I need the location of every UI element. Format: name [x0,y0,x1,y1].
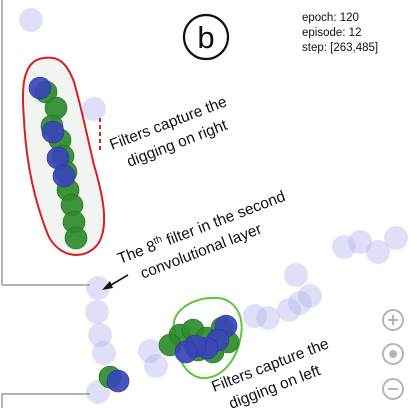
faint-points-layer [19,8,408,404]
annotation-right-digging: Filters capture the digging on right [107,92,241,174]
annotation-arrowhead [102,281,113,290]
panel-label: b [197,20,214,55]
faint-point-0 [19,8,43,32]
panel-label-circle [182,13,230,61]
zoom-reset-icon[interactable] [382,343,404,365]
faint-point-2 [332,235,356,259]
episode-label: episode: 12 [302,27,362,39]
faint-point-10 [243,304,267,328]
blue-point-9 [106,369,130,393]
faint-point-16 [144,354,168,378]
faint-point-11 [86,276,110,300]
faint-point-9 [256,306,280,330]
zoom-out-icon[interactable] [382,378,404,400]
main-points-layer [28,76,240,393]
step-label: step: [263,485] [302,42,379,54]
blue-point-0 [28,76,52,100]
epoch-label: epoch: 120 [302,12,359,24]
training-info: epoch: 120 episode: 12 step: [263,485] [302,11,378,56]
green-point-9 [64,226,88,250]
green-cluster-outline [172,296,243,380]
faint-point-12 [85,300,109,324]
zoom-in-icon[interactable] [382,309,404,331]
faint-point-6 [288,291,312,315]
faint-point-1 [82,97,106,121]
blue-point-8 [174,340,198,364]
blue-point-3 [52,164,76,188]
faint-point-4 [366,240,390,264]
annotation-eighth-filter: The 8th filter in the second convolution… [115,186,300,289]
faint-point-8 [277,298,301,322]
faint-point-3 [348,230,372,254]
faint-point-13 [88,323,112,347]
faint-point-5 [384,226,408,250]
faint-point-18 [284,263,308,287]
faint-point-15 [138,339,162,363]
faint-point-7 [298,284,322,308]
blue-point-1 [41,120,65,144]
faint-point-14 [92,341,116,365]
